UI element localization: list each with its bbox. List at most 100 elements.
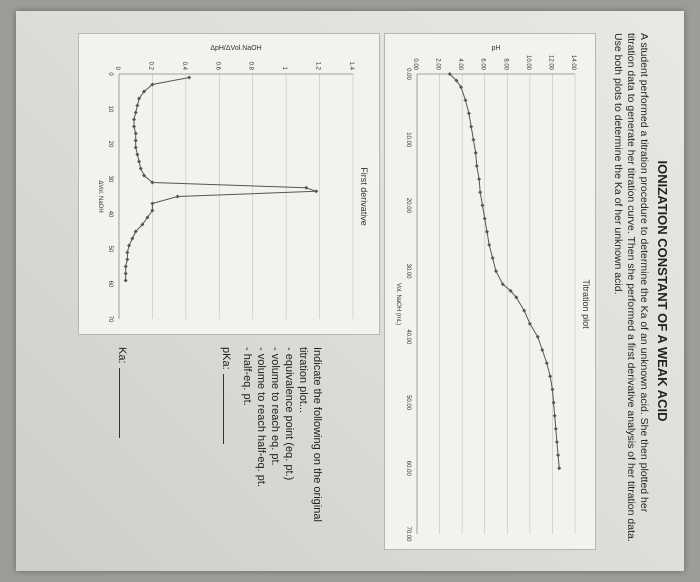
- derivative-data-point: [132, 117, 137, 122]
- instruction-item-eq-pt: - equivalence point (eq. pt.): [283, 347, 295, 481]
- derivative-title: First derivative: [359, 167, 369, 226]
- instruction-item-half-eq-pt: - half-eq. pt.: [241, 347, 253, 406]
- derivative-x-tick-label: 50: [107, 246, 113, 253]
- derivative-data-point: [125, 257, 130, 262]
- derivative-data-point: [150, 201, 155, 206]
- pka-label: pKa:: [220, 347, 232, 370]
- derivative-y-tick-label: 0: [114, 67, 120, 71]
- titration-data-point: [480, 203, 485, 208]
- instructions-heading: Indicate the following on the original t…: [297, 347, 323, 522]
- derivative-data-point: [133, 138, 138, 143]
- derivative-y-axis-label: ΔpH/ΔVol.NaOH: [210, 45, 261, 52]
- derivative-data-point: [137, 159, 142, 164]
- titration-data-point: [469, 124, 474, 129]
- titration-data-point: [471, 137, 476, 142]
- first-derivative-plot: First derivative 0 0.2 0.4 0.6 0.8 1 1.2 1.4 0 10 2…: [78, 33, 380, 335]
- titration-data-point: [553, 426, 558, 431]
- derivative-data-point: [135, 152, 140, 157]
- ka-label: Ka:: [116, 347, 128, 364]
- titration-y-tick-label: 10.00: [525, 55, 531, 71]
- derivative-x-tick-label: 0: [107, 72, 113, 76]
- derivative-x-tick-label: 20: [107, 141, 113, 148]
- derivative-data-point: [133, 131, 138, 136]
- derivative-x-tick-label: 30: [107, 176, 113, 183]
- derivative-data-point: [125, 250, 130, 255]
- derivative-data-point: [127, 243, 132, 248]
- titration-data-point: [550, 387, 555, 392]
- derivative-data-point: [314, 189, 319, 194]
- derivative-y-tick-label: 0.2: [147, 62, 153, 71]
- derivative-y-tick-label: 1.2: [315, 62, 321, 71]
- titration-y-tick-label: 0.00: [412, 58, 418, 70]
- titration-data-point: [548, 374, 553, 379]
- worksheet-page: IONIZATION CONSTANT OF A WEAK ACID A stu…: [16, 11, 684, 571]
- titration-plot: Titration plot 0.00 2.00 4.00 6.00 8.00 10.00 1…: [384, 33, 596, 550]
- titration-data-point: [557, 466, 562, 471]
- titration-data-point: [466, 111, 471, 116]
- derivative-data-point: [138, 166, 143, 171]
- titration-data-point: [544, 361, 549, 366]
- derivative-data-point: [132, 124, 137, 129]
- titration-data-point: [535, 334, 540, 339]
- titration-data-point: [494, 269, 498, 274]
- ka-answer: Ka:: [116, 347, 128, 438]
- titration-y-tick-label: 12.00: [547, 55, 553, 71]
- derivative-y-tick-label: 0.4: [181, 62, 187, 71]
- derivative-data-point: [187, 75, 192, 80]
- pka-answer: pKa:: [220, 347, 232, 444]
- titration-data-point: [540, 348, 545, 352]
- derivative-data-point: [175, 194, 180, 199]
- derivative-x-tick-label: 70: [107, 316, 113, 323]
- titration-data-point: [463, 98, 468, 103]
- titration-y-tick-label: 6.00: [480, 58, 486, 70]
- titration-data-point: [487, 242, 492, 247]
- titration-data-point: [484, 229, 489, 234]
- derivative-y-tick-label: 1: [281, 67, 287, 71]
- titration-x-tick-label: 0.00: [405, 68, 411, 80]
- pka-answer-line[interactable]: [223, 373, 224, 444]
- derivative-x-tick-label: 40: [107, 211, 113, 218]
- derivative-y-tick-label: 1.4: [348, 62, 354, 71]
- worksheet-intro: A student performed a titration procedur…: [612, 33, 650, 542]
- titration-data-point: [554, 440, 559, 444]
- derivative-data-point: [123, 271, 128, 276]
- titration-x-tick-label: 10.00: [405, 132, 411, 148]
- titration-data-point: [473, 150, 478, 155]
- derivative-data-point: [304, 185, 309, 190]
- titration-title: Titration plot: [581, 279, 591, 329]
- titration-x-tick-label: 30.00: [405, 264, 411, 280]
- titration-x-tick-label: 20.00: [405, 198, 411, 214]
- ka-answer-line[interactable]: [119, 367, 120, 438]
- titration-y-tick-label: 8.00: [502, 58, 508, 70]
- titration-x-tick-label: 50.00: [405, 395, 411, 411]
- titration-y-axis-label: pH: [492, 45, 501, 52]
- titration-plot-svg: Titration plot 0.00 2.00 4.00 6.00 8.00 10.00 1…: [395, 45, 591, 542]
- derivative-series-line: [125, 77, 317, 281]
- titration-data-point: [482, 216, 487, 221]
- derivative-x-tick-label: 60: [107, 281, 113, 288]
- titration-series-line: [449, 73, 560, 469]
- titration-data-point: [552, 413, 557, 418]
- titration-x-axis-label: Vol. NaOH (mL): [395, 283, 401, 325]
- first-derivative-plot-svg: First derivative 0 0.2 0.4 0.6 0.8 1 1.2 1.4 0 10 2…: [97, 45, 369, 323]
- worksheet-title: IONIZATION CONSTANT OF A WEAK ACID: [655, 160, 670, 422]
- titration-data-point: [447, 72, 452, 76]
- titration-data-point: [556, 453, 561, 458]
- derivative-data-point: [135, 103, 140, 108]
- instruction-item-half-eq-volume: - volume to reach half-eq. pt.: [255, 347, 267, 488]
- instruction-item-eq-volume: - volume to reach eq. pt.: [269, 347, 281, 466]
- derivative-data-point: [123, 278, 128, 283]
- derivative-data-point: [133, 145, 138, 150]
- titration-data-point: [474, 164, 479, 168]
- titration-y-tick-label: 2.00: [435, 58, 441, 70]
- titration-y-tick-label: 14.00: [570, 55, 576, 71]
- titration-data-point: [478, 190, 483, 195]
- derivative-data-point: [123, 264, 128, 269]
- titration-data-point: [490, 256, 495, 260]
- derivative-x-tick-label: 10: [107, 106, 113, 113]
- titration-x-tick-label: 60.00: [405, 461, 411, 477]
- derivative-y-tick-label: 0.6: [214, 62, 220, 71]
- derivative-data-point: [130, 236, 135, 241]
- derivative-x-axis-label: ΔVol. NaOH: [97, 180, 103, 212]
